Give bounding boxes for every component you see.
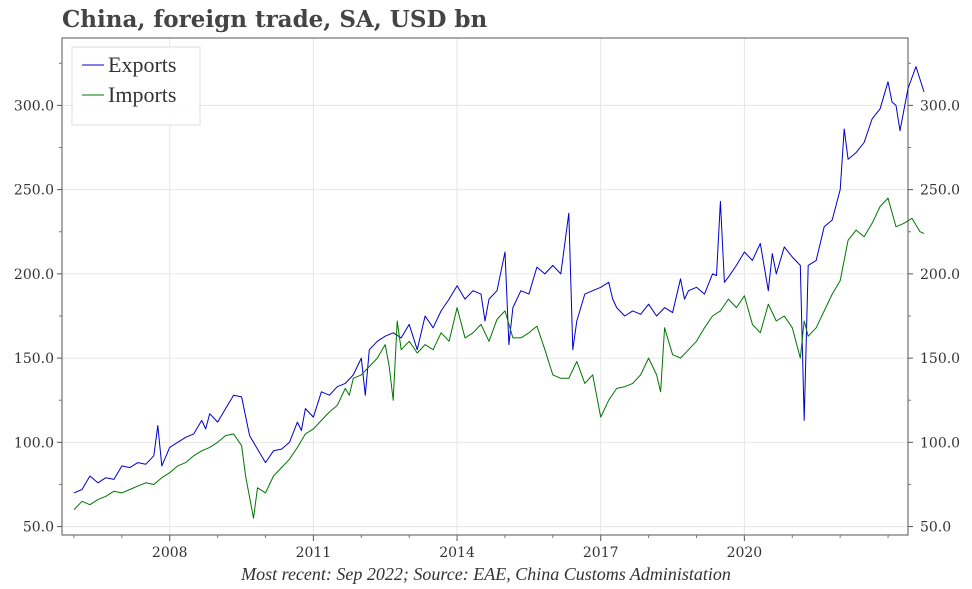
y-tick-label-left: 200.0	[14, 267, 54, 283]
y-tick-label-left: 250.0	[14, 183, 54, 199]
series-line-imports	[73, 197, 925, 519]
x-tick-label: 2011	[296, 545, 332, 561]
legend-label-imports: Imports	[108, 82, 176, 107]
source-note: Most recent: Sep 2022; Source: EAE, Chin…	[241, 564, 731, 584]
chart-title: China, foreign trade, SA, USD bn	[62, 6, 488, 33]
y-tick-label-right: 250.0	[920, 183, 960, 199]
y-axis-left: 50.0 100.0 150.0 200.0 250.0 300.0	[14, 62, 62, 536]
y-tick-label-right: 50.0	[920, 520, 951, 536]
y-tick-label-left: 300.0	[14, 98, 54, 114]
legend: Exports Imports	[71, 46, 201, 126]
y-tick-label-right: 300.0	[920, 98, 960, 114]
x-tick-label: 2008	[152, 545, 188, 561]
y-axis-right: 50.0 100.0 150.0 200.0 250.0 300.0	[908, 62, 960, 536]
y-tick-label-left: 100.0	[14, 435, 54, 451]
series-line-exports	[73, 66, 925, 494]
x-axis: 2008 2011 2014 2017 2020	[73, 535, 889, 561]
x-tick-label: 2017	[583, 545, 619, 561]
legend-label-exports: Exports	[108, 52, 176, 77]
y-tick-label-right: 100.0	[920, 435, 960, 451]
series-lines	[73, 66, 925, 519]
grid	[62, 38, 908, 535]
x-tick-label: 2020	[727, 545, 763, 561]
y-tick-label-left: 50.0	[23, 520, 54, 536]
legend-box	[71, 46, 201, 126]
plot-frame	[61, 37, 909, 536]
y-tick-label-right: 200.0	[920, 267, 960, 283]
x-tick-label: 2014	[439, 545, 475, 561]
y-tick-label-right: 150.0	[920, 351, 960, 367]
y-tick-label-left: 150.0	[14, 351, 54, 367]
